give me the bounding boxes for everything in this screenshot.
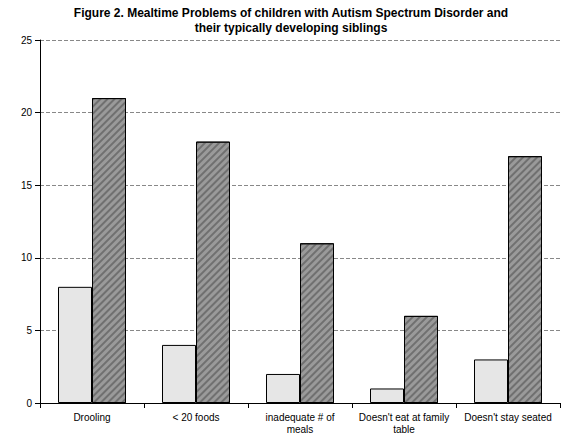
svg-text:10: 10	[21, 252, 33, 263]
svg-text:Figure 2. Mealtime Problems of: Figure 2. Mealtime Problems of children …	[74, 6, 508, 20]
svg-text:Drooling: Drooling	[73, 412, 110, 423]
svg-text:table: table	[393, 424, 415, 435]
svg-text:15: 15	[21, 180, 33, 191]
svg-text:Doesn't eat at family: Doesn't eat at family	[359, 412, 449, 423]
svg-text:5: 5	[26, 325, 32, 336]
svg-text:inadequate # of: inadequate # of	[266, 412, 335, 423]
svg-text:Doesn't stay seated: Doesn't stay seated	[464, 412, 552, 423]
svg-text:20: 20	[21, 107, 33, 118]
svg-text:< 20 foods: < 20 foods	[173, 412, 220, 423]
svg-text:0: 0	[26, 398, 32, 409]
svg-text:their typically developing sib: their typically developing siblings	[195, 21, 388, 35]
svg-text:25: 25	[21, 35, 33, 46]
svg-text:meals: meals	[287, 424, 314, 435]
